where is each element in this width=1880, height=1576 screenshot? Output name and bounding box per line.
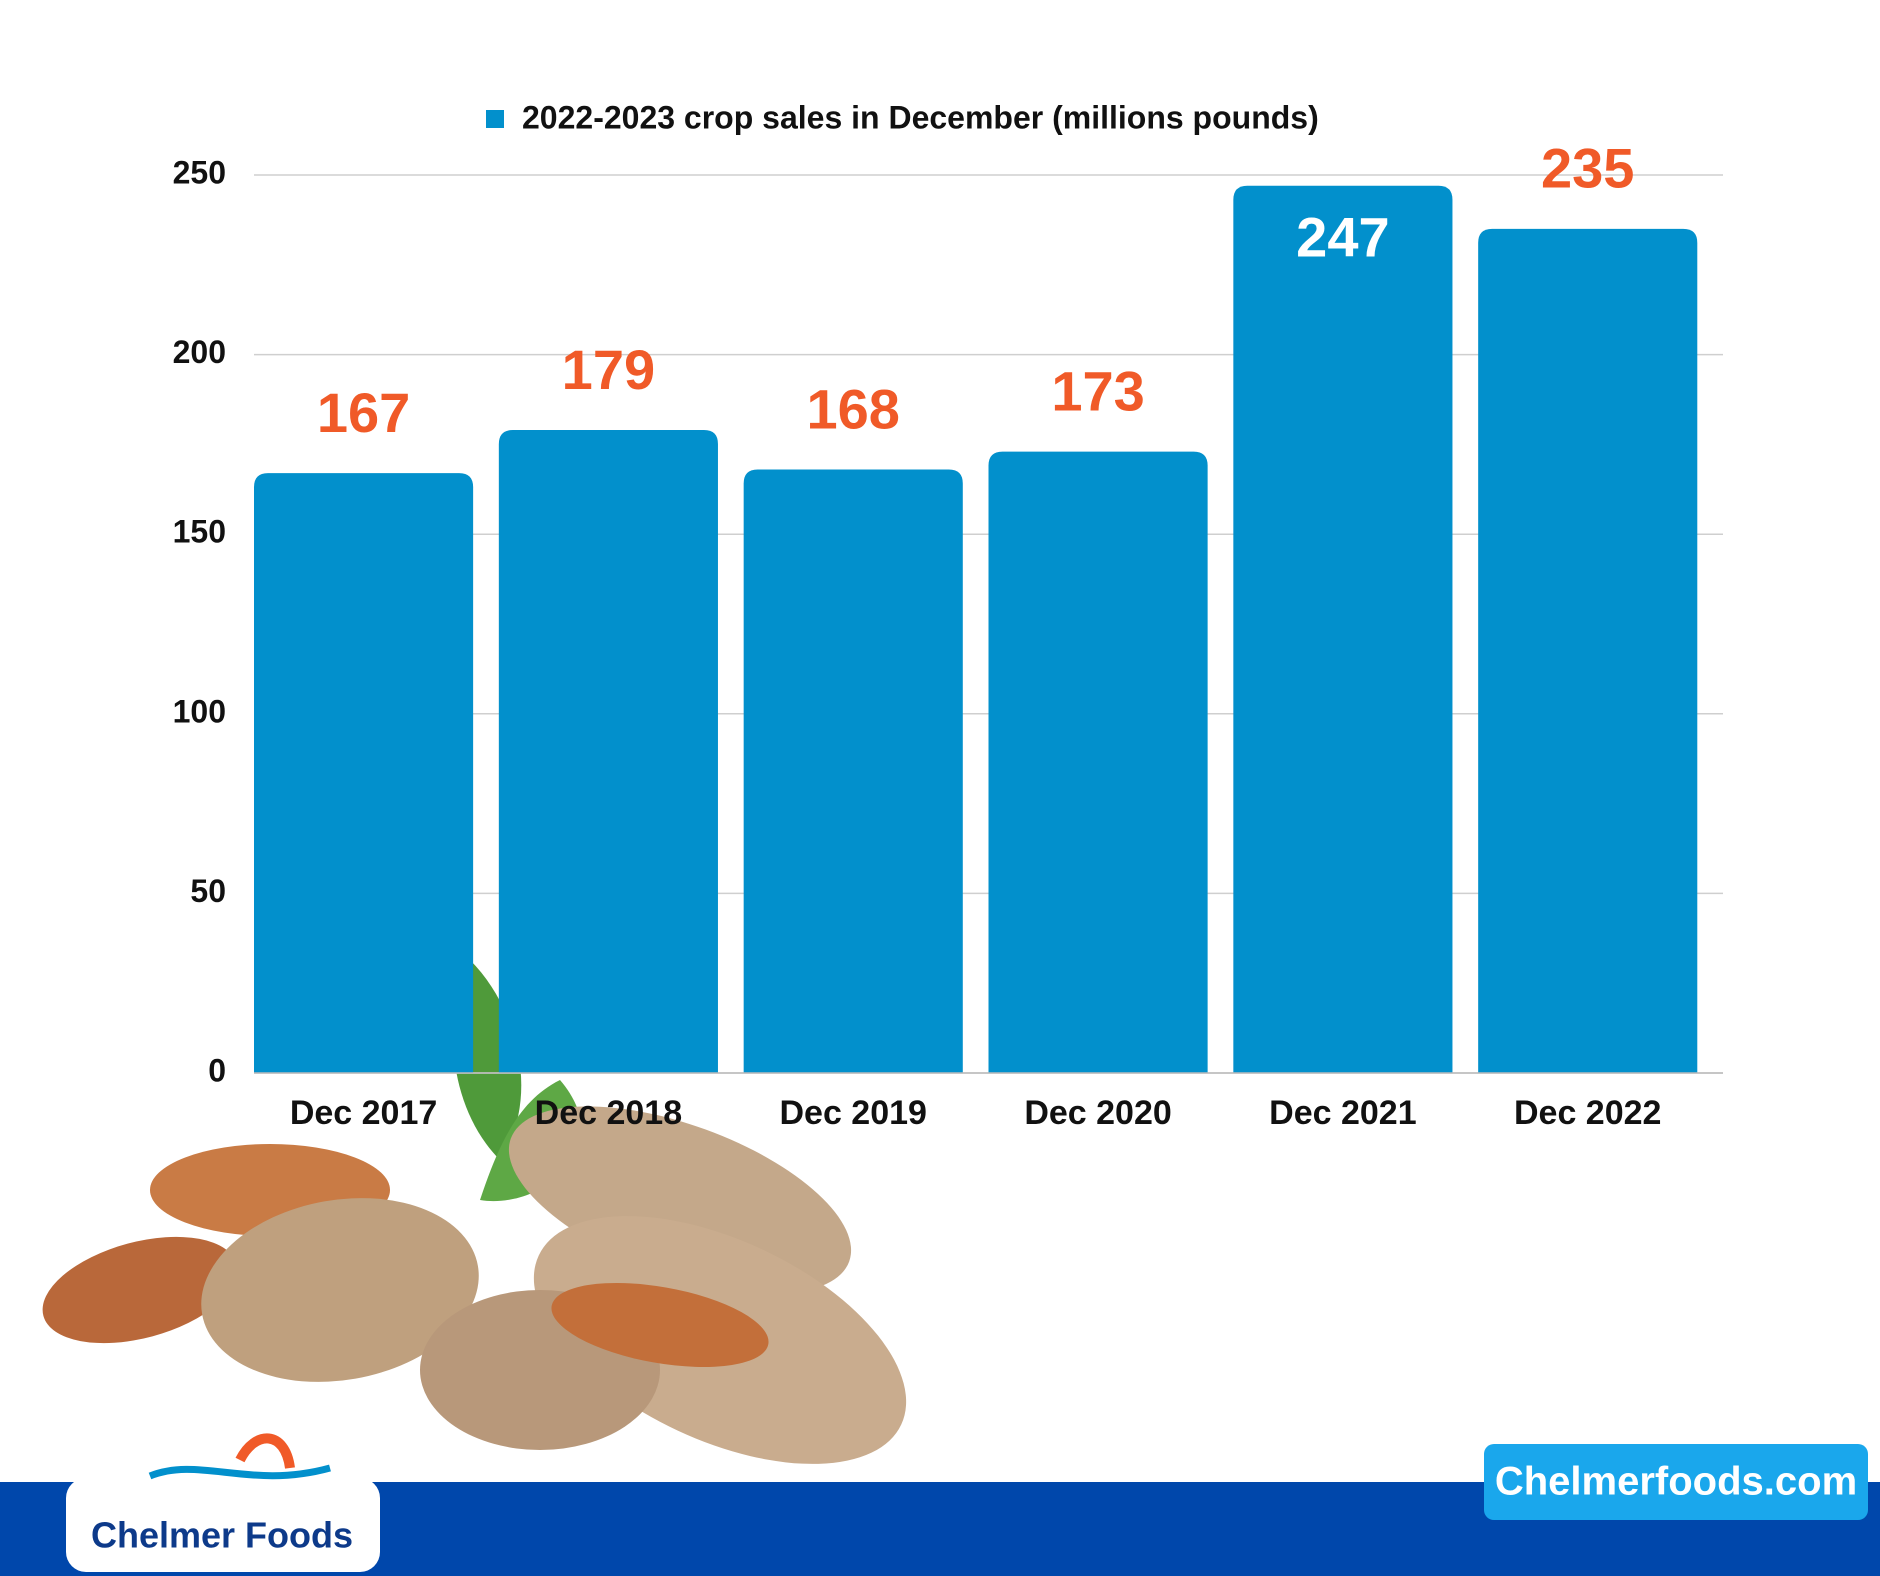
logo-box bbox=[66, 1478, 380, 1572]
y-tick-label: 100 bbox=[173, 693, 226, 729]
x-tick-label: Dec 2020 bbox=[1024, 1094, 1171, 1132]
x-tick-label: Dec 2018 bbox=[535, 1094, 682, 1132]
website[interactable]: Chelmerfoods.com bbox=[1495, 1460, 1857, 1504]
y-tick-label: 200 bbox=[173, 334, 226, 370]
x-tick-label: Dec 2017 bbox=[290, 1094, 437, 1132]
x-tick-label: Dec 2021 bbox=[1269, 1094, 1416, 1132]
data-label: 173 bbox=[1051, 359, 1144, 422]
almond-illustration bbox=[42, 960, 907, 1464]
y-tick-label: 150 bbox=[173, 514, 226, 550]
data-label: 179 bbox=[562, 338, 655, 401]
data-label: 167 bbox=[317, 381, 410, 444]
bar bbox=[1233, 185, 1453, 1073]
bar bbox=[988, 451, 1208, 1074]
bar bbox=[743, 469, 963, 1073]
y-tick-label: 250 bbox=[173, 154, 226, 190]
logo-text: Chelmer Foods bbox=[91, 1515, 353, 1556]
x-tick-label: Dec 2019 bbox=[779, 1094, 926, 1132]
legend-swatch bbox=[486, 110, 504, 128]
legend-label: 2022-2023 crop sales in December (millio… bbox=[522, 99, 1319, 135]
bar bbox=[1478, 228, 1698, 1073]
logo-wave bbox=[148, 1464, 331, 1480]
data-label: 247 bbox=[1296, 206, 1389, 269]
bar bbox=[254, 473, 474, 1073]
y-tick-label: 0 bbox=[208, 1052, 226, 1088]
logo-sun bbox=[235, 1433, 295, 1469]
y-tick-label: 50 bbox=[190, 873, 226, 909]
data-label: 235 bbox=[1541, 137, 1634, 200]
bar bbox=[498, 430, 718, 1074]
website-box bbox=[1484, 1444, 1868, 1520]
data-label: 168 bbox=[807, 377, 900, 440]
x-tick-label: Dec 2022 bbox=[1514, 1094, 1661, 1132]
